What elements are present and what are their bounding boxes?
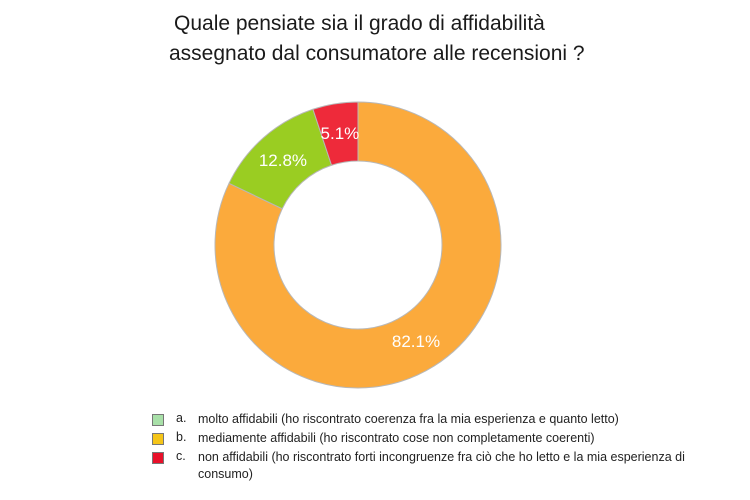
legend-item-c: c. non affidabili (ho riscontrato forti … <box>152 449 712 483</box>
legend-item-b: b. mediamente affidabili (ho riscontrato… <box>152 430 712 447</box>
legend-item-a: a. molto affidabili (ho riscontrato coer… <box>152 411 712 428</box>
legend-key-a: a. <box>176 411 187 425</box>
donut-slice-b <box>214 101 502 389</box>
donut-label-b: 82.1% <box>392 332 440 351</box>
legend: a. molto affidabili (ho riscontrato coer… <box>152 411 712 485</box>
donut-slice-c <box>312 101 359 166</box>
donut-label-c: 5.1% <box>321 124 360 143</box>
legend-swatch-a <box>152 414 164 426</box>
legend-text-b: mediamente affidabili (ho riscontrato co… <box>198 431 595 445</box>
chart-title-line-1: Quale pensiate sia il grado di affidabil… <box>174 12 545 35</box>
chart-title-line-2: assegnato dal consumatore alle recension… <box>169 42 585 65</box>
legend-swatch-c <box>152 452 164 464</box>
legend-key-c: c. <box>176 449 186 463</box>
legend-swatch-b <box>152 433 164 445</box>
legend-key-b: b. <box>176 430 187 444</box>
legend-text-a: molto affidabili (ho riscontrato coerenz… <box>198 412 619 426</box>
legend-text-c: non affidabili (ho riscontrato forti inc… <box>198 450 685 481</box>
donut-label-a: 12.8% <box>259 151 307 170</box>
